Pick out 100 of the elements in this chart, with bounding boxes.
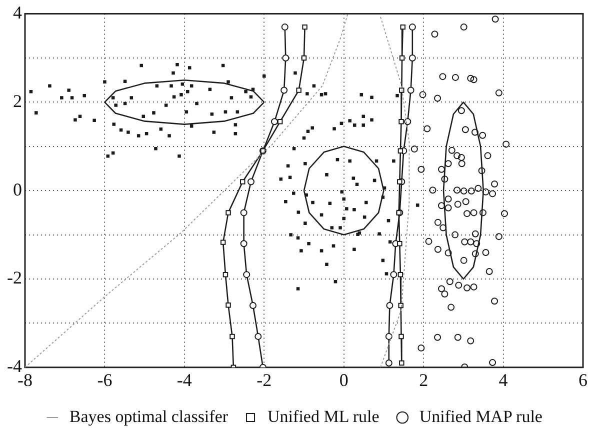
point [240,179,246,184]
point [244,90,248,94]
point [212,130,216,134]
point [188,66,192,70]
point [112,122,116,126]
point [398,272,404,278]
legend-label: Unified ML rule [268,406,380,426]
point [226,80,230,84]
point [408,54,416,62]
point [208,88,212,92]
point [140,64,144,68]
point [186,90,190,94]
point [119,128,123,132]
point [154,146,158,150]
point [103,80,106,84]
point [29,90,33,94]
point [130,96,134,100]
point [243,271,250,278]
point [262,74,266,78]
point [408,24,416,31]
point [400,24,406,30]
point [221,64,225,68]
point [230,334,235,340]
point [271,118,278,126]
point [190,84,194,88]
point [396,210,402,216]
point [398,148,404,154]
point [70,96,74,100]
point [277,119,283,124]
point [152,111,156,114]
point [398,334,404,340]
point [397,241,402,246]
point [230,96,234,100]
point [111,151,115,155]
point [67,88,70,92]
y-tick-label: 2 [12,90,22,111]
point [280,86,288,94]
x-tick-label: -6 [97,370,112,390]
point [92,118,96,122]
point [60,96,64,100]
point [240,209,248,216]
point [399,88,404,93]
point [123,80,127,84]
x-tick-label: 2 [419,370,428,390]
point [236,110,240,114]
point [144,132,148,136]
y-tick-label: -4 [6,356,22,376]
point [385,359,392,366]
point [399,55,405,61]
point [195,102,198,106]
point [159,128,163,131]
point [190,124,194,128]
y-tick-label: 4 [12,2,22,23]
point [390,271,398,278]
point [184,110,188,114]
point [74,118,77,122]
point [301,55,307,61]
point [386,302,394,310]
y-tick-label: 0 [12,179,22,200]
point [254,332,262,340]
point [398,119,404,124]
point [234,123,238,126]
x-tick-label: 6 [578,370,588,390]
x-tick-label: -4 [176,370,192,390]
point [155,84,159,88]
point [78,114,82,118]
point [224,110,228,114]
point [302,24,308,30]
point [210,112,214,116]
point [240,240,248,248]
point [249,95,253,99]
point [281,24,288,31]
x-tick-label: -2 [256,370,272,390]
point [114,104,118,107]
x-tick-label: 0 [339,370,348,390]
point [142,114,146,118]
legend-label: Bayes optimal classifer [69,406,228,426]
point [170,84,173,88]
point [397,179,402,184]
point [172,95,176,99]
point [82,94,86,98]
point [123,102,127,106]
point [111,96,115,100]
point [164,104,168,107]
point [404,118,412,126]
point [407,86,414,94]
point [48,84,52,88]
point [34,111,38,114]
point [249,302,256,310]
point [234,132,238,136]
point [176,63,179,66]
point [247,178,254,186]
point [180,82,184,86]
point [126,130,130,134]
point [180,93,183,96]
x-tick-label: 4 [498,370,508,390]
legend-label: Unified MAP rule [419,406,542,426]
point [226,302,231,308]
point [385,332,392,340]
point [296,88,302,93]
